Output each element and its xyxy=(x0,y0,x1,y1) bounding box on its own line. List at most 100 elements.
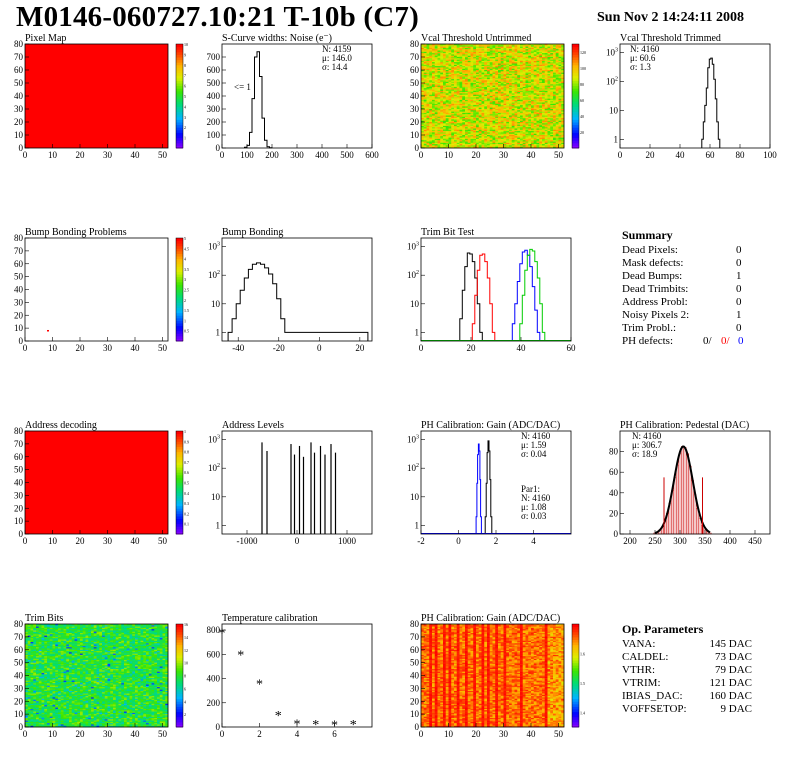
heatmap-cell xyxy=(27,645,31,648)
heatmap-cell xyxy=(539,77,543,80)
heatmap-cell xyxy=(448,144,452,146)
heatmap-cell xyxy=(531,90,535,93)
heatmap-cell xyxy=(432,44,436,46)
heatmap-cell xyxy=(558,138,562,141)
heatmap-cell xyxy=(531,122,535,124)
heatmap-cell xyxy=(506,64,510,67)
heatmap-cell xyxy=(481,125,485,128)
heatmap-cell xyxy=(550,111,554,114)
heatmap-cell xyxy=(421,63,425,66)
heatmap-cell xyxy=(476,101,480,103)
heatmap-cell xyxy=(445,76,449,79)
heatmap-cell xyxy=(434,50,438,53)
heatmap-cell xyxy=(473,58,477,60)
heatmap-cell xyxy=(432,125,436,128)
heatmap-cell xyxy=(432,127,436,129)
heatmap-cell xyxy=(451,60,455,63)
heatmap-cell xyxy=(539,84,543,86)
heatmap-cell xyxy=(558,131,562,133)
heatmap-cell xyxy=(443,75,447,77)
chart-ph_pedestal: PH Calibration: Pedestal (DAC)200 250 300 3… xyxy=(609,420,771,546)
heatmap-cell xyxy=(434,51,438,54)
heatmap-cell xyxy=(25,707,29,710)
heatmap-cell xyxy=(25,698,29,701)
heatmap-cell xyxy=(550,54,554,56)
heatmap-cell xyxy=(555,116,559,119)
heatmap-cell xyxy=(542,136,546,138)
heatmap-cell xyxy=(553,47,557,50)
palette-tick-label: 1.5 xyxy=(184,308,189,313)
heatmap-cell xyxy=(506,72,510,75)
heatmap-cell xyxy=(432,93,436,95)
heatmap-cell xyxy=(511,64,515,67)
heatmap-cell xyxy=(495,44,499,46)
heatmap-cell xyxy=(553,110,557,112)
heatmap-cell xyxy=(517,47,521,50)
heatmap-cell xyxy=(481,105,485,107)
heatmap-cell xyxy=(448,133,452,136)
palette-segment xyxy=(572,93,579,97)
heatmap-cell xyxy=(434,68,438,71)
heatmap-cell xyxy=(487,53,491,55)
heatmap-cell xyxy=(476,136,480,138)
heatmap-cell xyxy=(426,68,430,71)
heatmap-cell xyxy=(539,44,543,46)
heatmap-cell xyxy=(522,66,526,68)
heatmap-cell xyxy=(514,140,518,142)
heatmap-cell xyxy=(495,83,499,85)
y-tick-label: 20 xyxy=(609,508,619,518)
heatmap-cell xyxy=(478,98,482,101)
heatmap-cell xyxy=(481,50,485,53)
heatmap-cell xyxy=(555,77,559,80)
heatmap-cell xyxy=(544,45,548,47)
heatmap-cell xyxy=(437,51,441,54)
heatmap-cell xyxy=(547,46,551,49)
chart-title: Address Levels xyxy=(222,420,284,431)
heatmap-cell xyxy=(509,142,513,145)
heatmap-cell xyxy=(465,81,469,84)
heatmap-cell xyxy=(536,58,540,60)
heatmap-cell xyxy=(437,99,441,102)
heatmap-cell xyxy=(550,86,554,89)
heatmap-cell xyxy=(536,90,540,93)
heatmap-cell xyxy=(542,49,546,51)
heatmap-cell xyxy=(454,81,458,84)
heatmap-cell xyxy=(473,89,477,92)
heatmap-cell xyxy=(481,72,485,75)
heatmap-cell xyxy=(484,93,488,95)
heatmap-cell xyxy=(470,93,474,95)
heatmap-cell xyxy=(437,124,441,127)
heatmap-cell xyxy=(561,92,565,94)
heatmap-cell xyxy=(525,71,529,73)
heatmap-cell xyxy=(25,716,29,719)
heatmap-cell xyxy=(542,75,546,77)
heatmap-cell xyxy=(542,101,546,103)
palette-segment xyxy=(176,503,183,507)
heatmap-cell xyxy=(470,97,474,99)
heatmap-cell xyxy=(509,59,513,62)
heatmap-cell xyxy=(517,68,521,71)
heatmap-cell xyxy=(558,94,562,97)
heatmap-cell xyxy=(514,86,518,89)
heatmap-cell xyxy=(470,132,474,134)
heatmap-cell xyxy=(522,73,526,76)
heatmap-cell xyxy=(558,142,562,145)
heatmap-cell xyxy=(478,111,482,114)
heatmap-cell xyxy=(423,141,427,144)
heatmap-cell xyxy=(487,54,491,56)
heatmap-cell xyxy=(448,101,452,103)
heatmap-cell xyxy=(432,83,436,85)
heatmap-cell xyxy=(30,703,34,706)
heatmap-cell xyxy=(514,101,518,103)
heatmap-cell xyxy=(531,115,535,118)
heatmap-cell xyxy=(555,71,559,73)
heatmap-cell xyxy=(517,144,521,146)
heatmap-cell xyxy=(456,50,460,53)
heatmap-cell xyxy=(506,119,510,121)
heatmap-cell xyxy=(445,75,449,77)
heatmap-cell xyxy=(434,145,438,147)
heatmap-cell xyxy=(27,721,31,724)
heatmap-cell xyxy=(440,116,444,119)
heatmap-cell xyxy=(500,124,504,127)
heatmap-cell xyxy=(445,47,449,50)
